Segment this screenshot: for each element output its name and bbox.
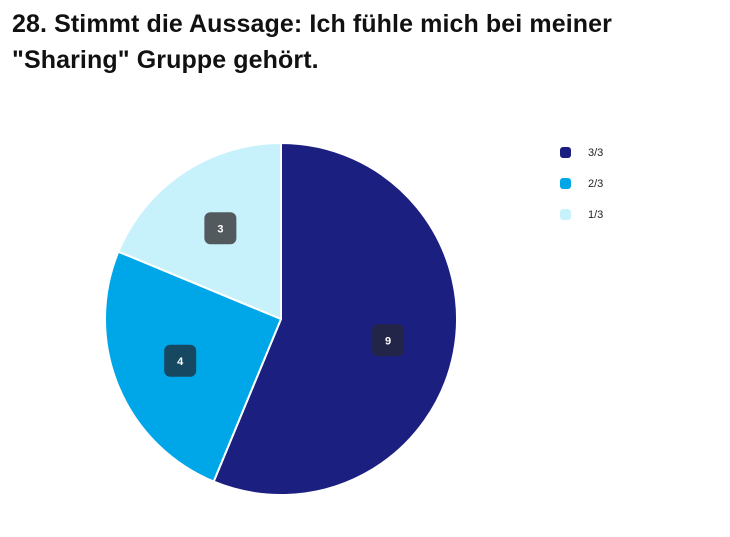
- pie-slice-1-of-3[interactable]: [117, 142, 282, 320]
- pie-data-label-text: 4: [177, 356, 184, 368]
- legend-label: 3/3: [588, 146, 604, 159]
- pie-data-label-text: 9: [385, 335, 391, 347]
- pie-data-label: 9: [372, 324, 405, 357]
- legend-item-3-of-3[interactable]: 3/3: [560, 137, 603, 168]
- chart-title: 28. Stimmt die Aussage: Ich fühle mich b…: [12, 10, 612, 74]
- pie-data-label-badge: [204, 212, 237, 245]
- legend-item-1-of-3[interactable]: 1/3: [560, 199, 603, 230]
- pie-slice-3-of-3[interactable]: [212, 142, 458, 496]
- legend-label: 2/3: [588, 177, 604, 190]
- chart-legend: 3/3 2/3 1/3: [560, 137, 603, 230]
- pie-data-labels: 9 4 3: [164, 212, 405, 377]
- legend-swatch: [560, 178, 571, 189]
- pie-data-label: 4: [164, 344, 197, 377]
- pie-data-label-badge: [164, 344, 197, 377]
- pie-data-label-badge: [372, 324, 405, 357]
- pie-data-label-text: 3: [217, 223, 223, 235]
- legend-label: 1/3: [588, 208, 604, 221]
- legend-item-2-of-3[interactable]: 2/3: [560, 168, 603, 199]
- legend-swatch: [560, 209, 571, 220]
- pie-data-label: 3: [204, 212, 237, 245]
- legend-swatch: [560, 147, 571, 158]
- pie-slices: [104, 142, 458, 496]
